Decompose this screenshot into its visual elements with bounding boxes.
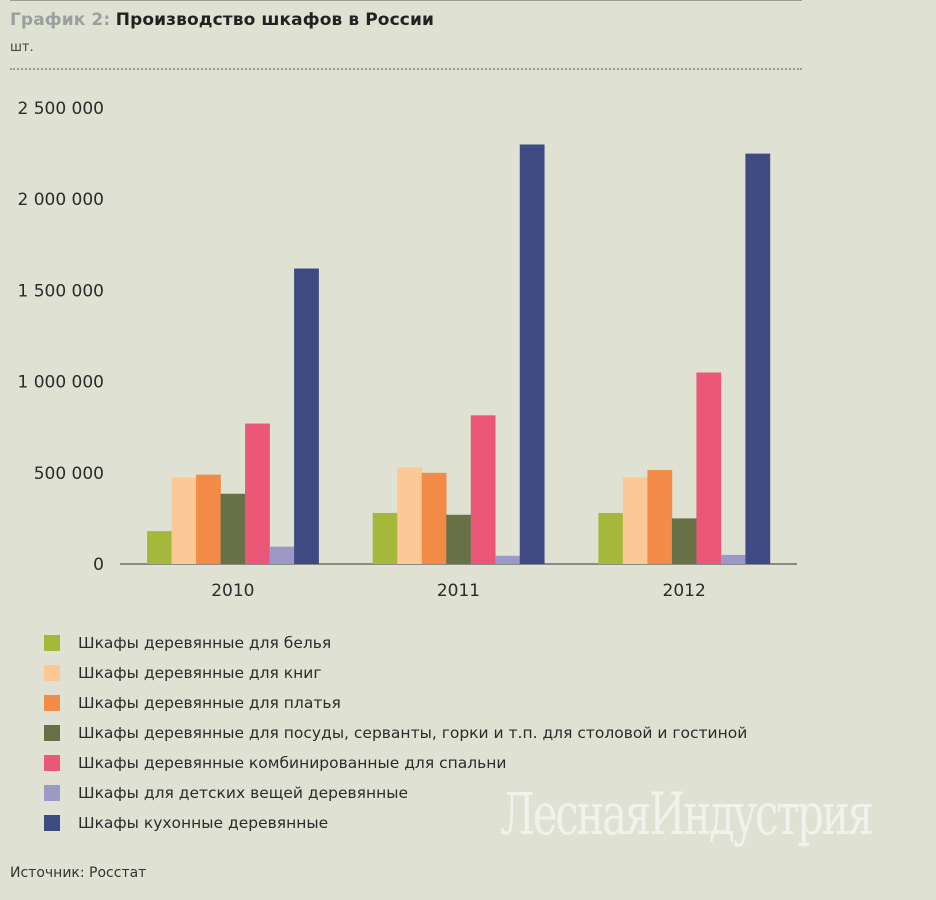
y-tick-label: 2 500 000 xyxy=(17,99,104,119)
legend-label: Шкафы кухонные деревянные xyxy=(78,814,329,832)
bar-chart: 0 500 000 1 000 000 1 500 000 2 000 000 2 500… xyxy=(17,99,797,601)
legend-item: Шкафы деревянные комбинированные для спа… xyxy=(44,748,747,778)
chart-title-prefix: График 2: xyxy=(10,10,111,30)
top-rule xyxy=(10,0,802,1)
legend-item: Шкафы деревянные для белья xyxy=(44,628,747,658)
bar-1-2011 xyxy=(372,512,398,564)
legend-swatch xyxy=(44,755,60,771)
legend-label: Шкафы для детских вещей деревянные xyxy=(78,784,409,802)
bar-3-2011 xyxy=(421,472,447,564)
bar-4-2012 xyxy=(671,518,697,564)
legend-label: Шкафы деревянные для книг xyxy=(78,664,322,682)
legend-swatch xyxy=(44,665,60,681)
y-tick-label: 500 000 xyxy=(34,464,104,484)
legend: Шкафы деревянные для белья Шкафы деревянн… xyxy=(44,628,747,838)
legend-swatch xyxy=(44,635,60,651)
bar-3-2012 xyxy=(647,470,673,564)
x-tick-label: 2010 xyxy=(211,581,254,601)
legend-label: Шкафы деревянные для белья xyxy=(78,634,332,652)
legend-item: Шкафы деревянные для платья xyxy=(44,688,747,718)
legend-item: Шкафы кухонные деревянные xyxy=(44,808,747,838)
bar-1-2010 xyxy=(147,531,172,564)
x-tick-label: 2011 xyxy=(437,581,480,601)
bar-7-2010 xyxy=(294,268,319,564)
bar-4-2011 xyxy=(446,514,472,564)
watermark-logo: ЛеснаяИндустрия xyxy=(500,780,874,848)
bar-7-2012 xyxy=(745,153,771,564)
y-tick-label: 0 xyxy=(93,555,104,575)
bar-7-2011 xyxy=(519,144,545,564)
x-tick-label: 2012 xyxy=(663,581,706,601)
bar-2-2010 xyxy=(171,477,197,564)
bar-5-2010 xyxy=(245,423,270,564)
y-tick-label: 1 500 000 xyxy=(17,281,104,301)
dotted-divider xyxy=(10,68,802,70)
bar-6-2012 xyxy=(720,554,746,564)
y-tick-label: 1 000 000 xyxy=(17,373,104,393)
bar-2-2011 xyxy=(397,467,423,564)
bar-4-2010 xyxy=(220,493,246,564)
bar-6-2011 xyxy=(495,555,521,564)
bar-2-2012 xyxy=(622,477,648,564)
bar-5-2011 xyxy=(470,415,496,564)
source-note: Источник: Росстат xyxy=(10,865,147,881)
legend-item: Шкафы деревянные для книг xyxy=(44,658,747,688)
legend-swatch xyxy=(44,785,60,801)
legend-label: Шкафы деревянные комбинированные для спа… xyxy=(78,754,507,772)
legend-swatch xyxy=(44,725,60,741)
bar-5-2012 xyxy=(696,372,722,564)
bar-3-2010 xyxy=(196,474,221,564)
legend-item: Шкафы деревянные для посуды, серванты, г… xyxy=(44,718,747,748)
legend-label: Шкафы деревянные для платья xyxy=(78,694,341,712)
chart-title-text: Производство шкафов в России xyxy=(115,10,434,30)
legend-label: Шкафы деревянные для посуды, серванты, г… xyxy=(78,724,748,742)
chart-title: График 2: Производство шкафов в России xyxy=(10,10,434,30)
y-tick-label: 2 000 000 xyxy=(17,190,104,210)
legend-swatch xyxy=(44,695,60,711)
bar-1-2012 xyxy=(598,512,624,564)
legend-item: Шкафы для детских вещей деревянные xyxy=(44,778,747,808)
unit-label: шт. xyxy=(10,40,34,55)
legend-swatch xyxy=(44,815,60,831)
bar-6-2010 xyxy=(269,546,295,564)
